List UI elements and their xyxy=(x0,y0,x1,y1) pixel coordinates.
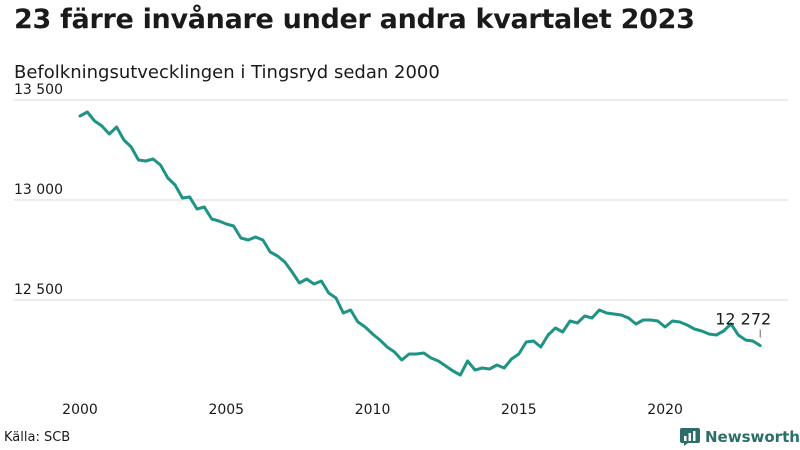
series-line xyxy=(78,110,762,377)
y-tick-label: 13 500 xyxy=(14,82,63,98)
chart-subtitle: Befolkningsutvecklingen i Tingsryd sedan… xyxy=(14,62,440,83)
x-tick-label: 2020 xyxy=(647,402,683,418)
y-tick-label: 13 000 xyxy=(14,182,63,198)
chart-title: 23 färre invånare under andra kvartalet … xyxy=(14,4,695,35)
grid-lines xyxy=(14,99,788,301)
source-note: Källa: SCB xyxy=(4,430,71,445)
x-tick-label: 2005 xyxy=(208,402,244,418)
series-group xyxy=(78,110,762,377)
x-tick-label: 2010 xyxy=(355,402,391,418)
y-tick-label: 12 500 xyxy=(14,282,63,298)
annotation-label: 12 272 xyxy=(715,310,771,329)
x-tick-label: 2015 xyxy=(501,402,537,418)
x-axis-tick-labels: 2000 2005 2010 2015 2020 xyxy=(62,402,683,418)
x-tick-label: 2000 xyxy=(62,402,98,418)
brand-name: Newsworthy xyxy=(705,428,800,446)
brand-logo: Newsworthy xyxy=(680,427,800,447)
y-axis-tick-labels: 12 500 13 000 13 500 xyxy=(14,82,63,298)
bar-chart-icon xyxy=(680,428,700,446)
annotation-group: 12 272 xyxy=(715,310,771,338)
